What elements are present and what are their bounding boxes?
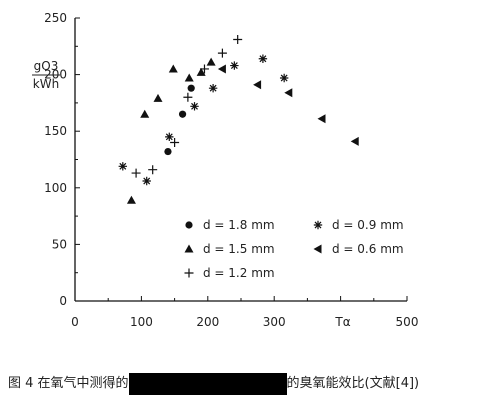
data-point-d-0-9-mm xyxy=(142,176,151,186)
legend-marker-d-0-6-mm xyxy=(313,244,322,254)
data-point-d-1-5-mm xyxy=(140,109,150,118)
data-point-d-0-9-mm xyxy=(208,83,218,93)
data-point-d-1-8-mm xyxy=(164,147,172,156)
data-point-d-1-5-mm xyxy=(206,57,216,66)
data-point-d-0-9-mm xyxy=(230,61,239,70)
redaction-bar xyxy=(128,373,287,395)
data-point-d-0-6-mm xyxy=(284,88,293,98)
data-point-d-1-8-mm xyxy=(178,110,187,118)
data-point-d-1-2-mm xyxy=(233,35,243,45)
data-markers xyxy=(118,35,359,204)
y-tick-label: 150 xyxy=(44,124,67,138)
y-tick-label: 50 xyxy=(52,237,67,251)
data-point-d-1-5-mm xyxy=(184,73,194,82)
x-tick-label: 200 xyxy=(196,315,219,329)
y-axis-label: gO3 kWh xyxy=(32,59,60,91)
axes xyxy=(74,18,407,302)
legend-marker-d-1-5-mm xyxy=(184,244,194,253)
data-point-d-1-2-mm xyxy=(183,92,193,102)
x-tick-label: 500 xyxy=(396,315,419,329)
caption-suffix: 的臭氧能效比(文献[4]) xyxy=(286,376,420,391)
y-tick-label: 100 xyxy=(44,181,67,195)
data-point-d-0-6-mm xyxy=(350,136,359,146)
x-tick-label: 300 xyxy=(263,315,286,329)
legend-label-d-1-2-mm: d = 1.2 mm xyxy=(203,266,275,280)
y-axis-label-bottom: kWh xyxy=(33,77,59,91)
data-point-d-0-9-mm xyxy=(190,102,199,111)
data-point-d-0-9-mm xyxy=(258,54,268,63)
legend-label-d-0-9-mm: d = 0.9 mm xyxy=(332,218,404,232)
x-tick-label: 0 xyxy=(71,315,79,329)
data-point-d-1-8-mm xyxy=(187,84,195,92)
legend-label-d-0-6-mm: d = 0.6 mm xyxy=(332,242,404,256)
data-point-d-1-2-mm xyxy=(199,64,209,74)
y-tick-label: 0 xyxy=(59,294,67,308)
legend-label-d-1-5-mm: d = 1.5 mm xyxy=(203,242,275,256)
data-point-d-0-6-mm xyxy=(217,64,226,74)
data-point-d-1-5-mm xyxy=(126,195,136,204)
figure-caption: 图 4 在氧气中测得的 的臭氧能效比(文献[4]) xyxy=(8,373,419,395)
x-tick-label: 100 xyxy=(130,315,153,329)
caption-prefix: 图 4 在氧气中测得的 xyxy=(8,376,129,391)
data-point-d-0-6-mm xyxy=(253,80,262,90)
tick-marks xyxy=(74,17,408,302)
data-point-d-0-6-mm xyxy=(317,114,326,124)
x-axis-annotation: Tα xyxy=(334,315,350,329)
legend: d = 1.8 mm d = 1.5 mm d = 1.2 mm d = 0.9 mm… xyxy=(184,218,404,280)
data-point-d-1-5-mm xyxy=(196,67,206,76)
data-point-d-0-9-mm xyxy=(279,73,289,83)
data-point-d-1-5-mm xyxy=(168,64,178,73)
data-point-d-1-5-mm xyxy=(153,93,163,102)
legend-marker-d-1-8-mm xyxy=(185,221,193,229)
data-point-d-0-9-mm xyxy=(165,132,174,142)
y-tick-label: 250 xyxy=(44,11,67,25)
data-point-d-0-9-mm xyxy=(118,162,128,171)
data-point-d-1-2-mm xyxy=(148,165,158,175)
data-point-d-1-2-mm xyxy=(217,48,227,58)
legend-marker-d-0-9-mm xyxy=(313,220,323,230)
legend-marker-d-1-2-mm xyxy=(184,268,194,278)
data-point-d-1-2-mm xyxy=(131,168,141,178)
legend-label-d-1-8-mm: d = 1.8 mm xyxy=(203,218,275,232)
data-point-d-1-2-mm xyxy=(170,138,180,148)
y-axis-label-top: gO3 xyxy=(34,59,59,73)
